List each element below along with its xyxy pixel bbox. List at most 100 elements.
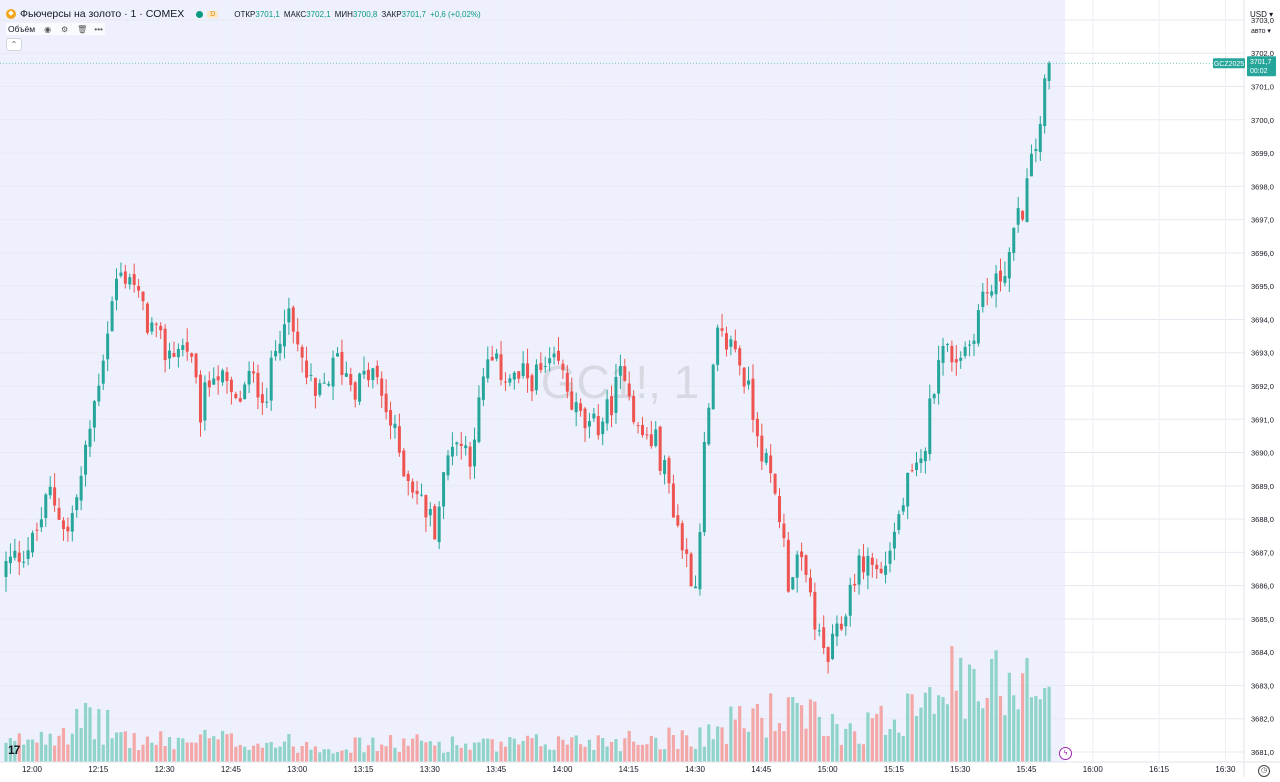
chart-grid — [0, 0, 1244, 762]
volume-bar — [636, 744, 640, 762]
scale-mode-select[interactable]: авто ▾ — [1251, 28, 1271, 35]
candle-body — [247, 370, 251, 385]
volume-bar — [601, 738, 605, 762]
candle-body — [327, 383, 331, 386]
volume-bar — [932, 713, 936, 762]
volume-bar — [486, 738, 490, 762]
candle-body — [256, 372, 260, 398]
volume-label[interactable]: Объём — [8, 24, 36, 34]
volume-bar — [26, 739, 30, 762]
settings-icon[interactable]: ⚙ — [61, 24, 69, 34]
volume-bar — [44, 744, 48, 762]
time-axis[interactable]: 12:00 12:15 12:30 12:45 13:00 13:15 13:30 13:45… — [22, 765, 1280, 774]
volume-bar — [587, 739, 592, 762]
price-axis[interactable]: 3681,0 3682,0 3683,0 3684,0 3685,0 3686,0 3687… — [1251, 16, 1274, 757]
volume-bar — [428, 741, 432, 762]
collapse-legend-button[interactable]: ⌃ — [6, 38, 22, 51]
candle-body — [800, 551, 804, 558]
price-tick-label: 3681,0 — [1251, 748, 1274, 757]
volume-bar — [229, 733, 234, 762]
volume-bar — [393, 747, 397, 762]
symbol-title[interactable]: Фьючерсы на золото · 1 · COMEX — [20, 8, 185, 20]
volume-bar — [658, 749, 662, 762]
symbol-tag — [1213, 58, 1245, 69]
time-tick-label: 13:45 — [486, 765, 507, 774]
symbol-legend[interactable]: ◆ Фьючерсы на золото · 1 · COMEX D ОТКР … — [6, 8, 481, 20]
volume-bar — [340, 750, 344, 762]
volume-bar — [300, 745, 304, 762]
trash-icon[interactable]: 🗑 — [77, 24, 88, 34]
candle-body — [366, 369, 370, 381]
volume-bar — [1021, 673, 1025, 762]
volume-bar — [380, 744, 384, 762]
volume-bar — [349, 752, 353, 762]
volume-bar — [822, 736, 826, 762]
candle-body — [313, 377, 317, 396]
volume-bar — [508, 736, 512, 762]
candle-body — [132, 274, 136, 285]
volume-bar — [817, 716, 821, 762]
candle-body — [459, 443, 463, 447]
open-label: ОТКР — [234, 9, 256, 19]
volume-bar — [693, 748, 698, 762]
market-status-dot[interactable] — [196, 10, 204, 18]
volume-bar — [358, 737, 362, 762]
low-label: МИН — [334, 9, 353, 19]
volume-bar — [141, 744, 145, 762]
candle-body — [389, 410, 393, 426]
time-tick-label: 15:30 — [950, 765, 971, 774]
volume-bar — [729, 706, 733, 762]
lightning-icon[interactable]: ϟ — [1059, 747, 1072, 760]
candle-body — [972, 340, 976, 344]
candle-body — [371, 368, 375, 381]
candle-body — [260, 394, 264, 403]
eye-icon[interactable]: ◉ — [44, 24, 52, 34]
candle-body — [945, 344, 949, 346]
volume-bar — [282, 741, 287, 762]
volume-legend[interactable]: Объём ◉ ⚙ 🗑 ••• — [6, 23, 106, 35]
price-tag-value: 3701,7 — [1250, 59, 1272, 66]
candle-body — [4, 561, 8, 577]
volume-bar — [512, 738, 516, 762]
candle-body — [592, 413, 596, 419]
candles — [4, 61, 1051, 674]
price-tick-label: 3701,0 — [1251, 83, 1274, 92]
volume-bar — [671, 735, 676, 762]
candle-body — [548, 358, 552, 364]
volume-bar — [459, 747, 463, 762]
more-icon[interactable]: ••• — [94, 24, 103, 34]
price-tick-label: 3698,0 — [1251, 182, 1274, 191]
volume-bar — [172, 749, 176, 762]
candle-body — [676, 515, 680, 526]
candle-body — [685, 549, 689, 554]
volume-bar — [269, 742, 273, 762]
candle-body — [769, 455, 773, 474]
volume-bar — [742, 728, 746, 762]
time-tick-label: 16:00 — [1083, 765, 1104, 774]
candle-body — [397, 426, 401, 453]
candle-body — [981, 291, 985, 308]
candle-body — [433, 506, 437, 540]
volume-bar — [791, 696, 795, 762]
tradingview-logo[interactable]: 17 — [8, 743, 20, 757]
volume-bar — [937, 695, 941, 762]
candle-body — [265, 401, 269, 403]
candle-body — [698, 532, 702, 590]
volume-bar — [424, 742, 428, 762]
timezone-icon[interactable]: ◷ — [1258, 765, 1270, 777]
candle-body — [733, 340, 737, 350]
volume-bar — [751, 708, 755, 762]
candle-body — [66, 526, 70, 532]
volume-bar — [835, 724, 839, 762]
candle-body — [141, 291, 145, 302]
volume-bar — [128, 747, 132, 762]
volume-bar — [419, 740, 424, 762]
currency-select[interactable]: USD ▾ — [1250, 10, 1274, 19]
volume-bar — [579, 744, 583, 762]
candle-body — [932, 394, 936, 399]
candle-body — [110, 301, 114, 332]
price-tick-label: 3685,0 — [1251, 615, 1274, 624]
candle-body — [999, 270, 1002, 282]
